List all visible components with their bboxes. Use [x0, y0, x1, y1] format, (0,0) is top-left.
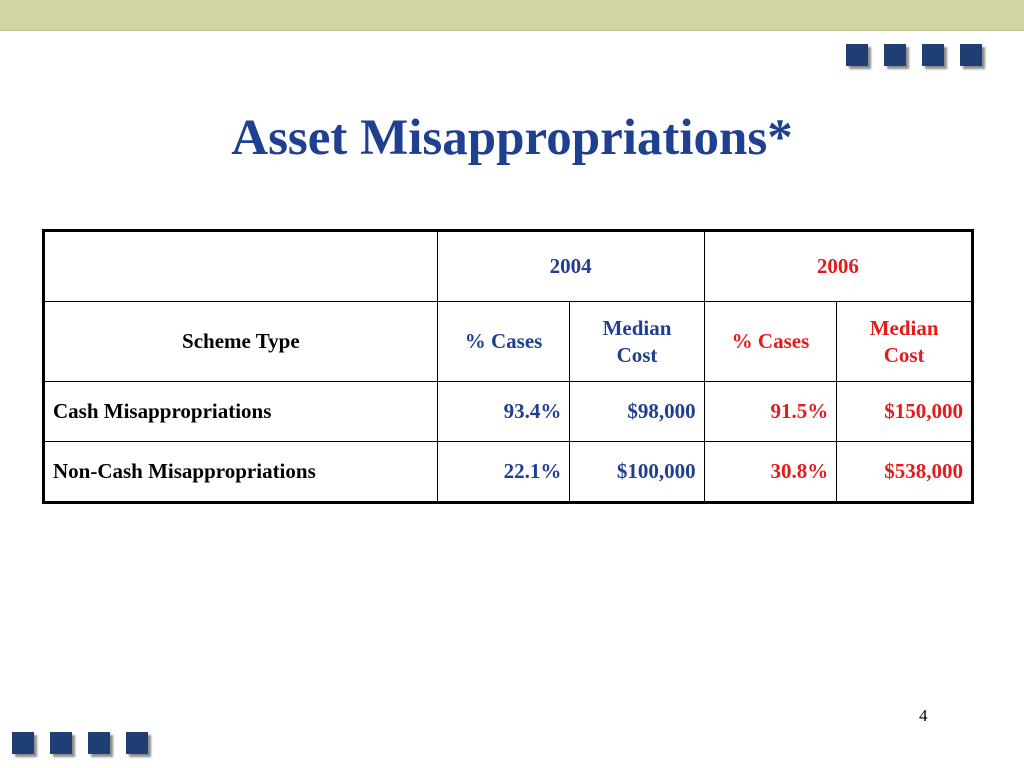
table-year-row: 2004 2006 — [43, 230, 974, 302]
cost-label: Cost — [616, 342, 658, 367]
cost-label: Cost — [883, 342, 925, 367]
median-cost-header-2006: Median Cost — [836, 301, 973, 382]
bottom-square-decoration — [12, 732, 148, 754]
square-icon — [846, 44, 868, 66]
square-icon — [12, 732, 34, 754]
table-row: Non-Cash Misappropriations 22.1% $100,00… — [43, 441, 973, 503]
median-label: Median — [869, 316, 939, 341]
pct-cases-2006-cell: 30.8% — [703, 441, 838, 503]
slide-title: Asset Misappropriations* — [231, 110, 793, 166]
median-cost-header-2004: Median Cost — [569, 301, 705, 382]
table-header-row: Scheme Type % Cases Median Cost % Cases … — [43, 301, 973, 382]
square-icon — [960, 44, 982, 66]
square-icon — [88, 732, 110, 754]
median-cost-2004-cell: $100,000 — [569, 441, 705, 503]
pct-cases-header-2006: % Cases — [703, 301, 838, 382]
page-number: 4 — [919, 706, 928, 725]
median-cost-2004-cell: $98,000 — [569, 381, 705, 442]
square-icon — [884, 44, 906, 66]
scheme-type-header: Scheme Type — [43, 301, 438, 382]
pct-cases-header-2004: % Cases — [436, 301, 571, 382]
data-table: 2004 2006 Scheme Type % Cases Median Cos… — [42, 229, 974, 504]
pct-cases-2004-cell: 93.4% — [436, 381, 571, 442]
table-row: Cash Misappropriations 93.4% $98,000 91.… — [43, 381, 973, 442]
median-cost-2006-cell: $538,000 — [836, 441, 973, 503]
square-icon — [50, 732, 72, 754]
table-corner-cell — [43, 230, 438, 302]
pct-cases-2004-cell: 22.1% — [436, 441, 571, 503]
median-label: Median — [602, 316, 672, 341]
scheme-cell: Cash Misappropriations — [43, 381, 438, 442]
top-decorative-band — [0, 0, 1024, 31]
median-cost-2006-cell: $150,000 — [836, 381, 973, 442]
top-square-decoration — [846, 44, 982, 66]
square-icon — [126, 732, 148, 754]
pct-cases-2006-cell: 91.5% — [703, 381, 838, 442]
year-header-2004: 2004 — [436, 230, 705, 302]
year-header-2006: 2006 — [703, 230, 974, 302]
scheme-cell: Non-Cash Misappropriations — [43, 441, 438, 503]
square-icon — [922, 44, 944, 66]
